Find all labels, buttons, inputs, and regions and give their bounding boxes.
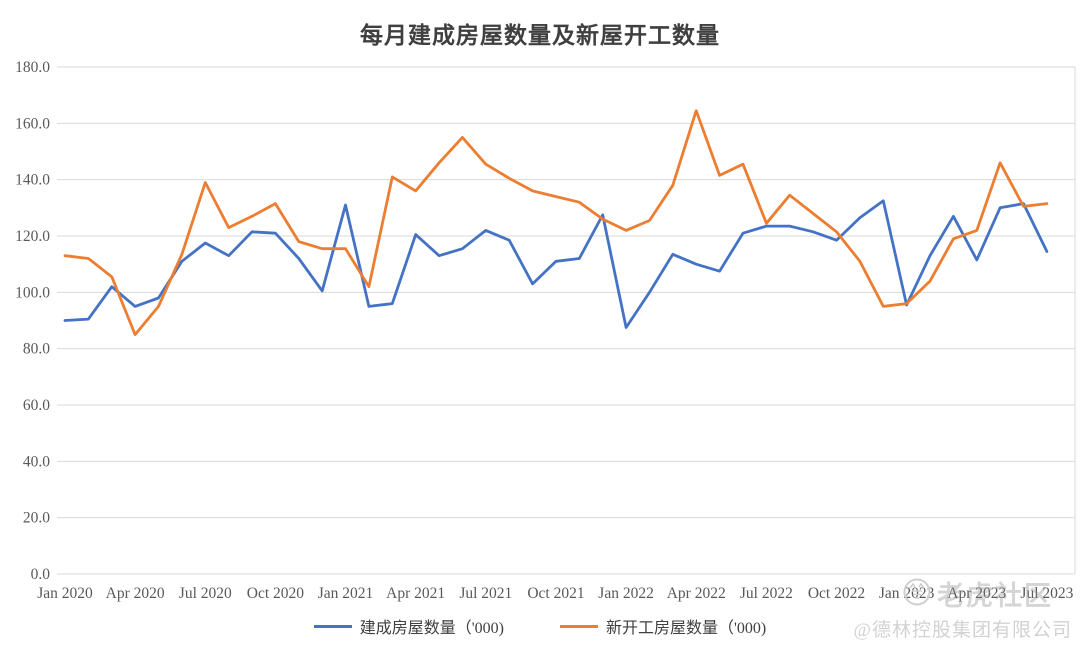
- x-tick-label: Jul 2022: [740, 585, 793, 602]
- starts-line-sample-icon: [560, 624, 598, 628]
- y-tick-label: 160.0: [15, 115, 50, 132]
- y-tick-label: 180.0: [15, 59, 50, 76]
- y-tick-label: 40.0: [23, 453, 50, 470]
- x-tick-label: Jan 2023: [879, 585, 935, 602]
- x-tick-label: Oct 2020: [247, 585, 305, 602]
- x-tick-label: Apr 2020: [106, 585, 165, 602]
- tiger-logo-icon: [903, 578, 931, 606]
- watermark-community: 老虎社区: [937, 581, 1053, 611]
- x-tick-label: Jan 2022: [598, 585, 654, 602]
- legend-label-completions: 建成房屋数量（'000): [359, 620, 504, 637]
- x-tick-label: Apr 2022: [667, 585, 726, 602]
- x-tick-label: Jul 2021: [459, 585, 512, 602]
- chart-title: 每月建成房屋数量及新屋开工数量: [360, 23, 720, 48]
- legend-item-starts: 新开工房屋数量（'000): [560, 614, 766, 638]
- y-tick-label: 100.0: [15, 284, 50, 301]
- x-tick-label: Jan 2020: [37, 585, 93, 602]
- watermark-company: @德林控股集团有限公司: [853, 620, 1072, 641]
- chart-legend: 建成房屋数量（'000) 新开工房屋数量（'000): [0, 614, 1080, 638]
- y-tick-label: 0.0: [31, 566, 51, 583]
- x-tick-label: Oct 2022: [808, 585, 865, 602]
- legend-item-completions: 建成房屋数量（'000): [313, 614, 504, 638]
- y-tick-label: 120.0: [15, 228, 50, 245]
- x-tick-label: Apr 2021: [386, 585, 445, 602]
- x-tick-label: Oct 2021: [527, 585, 584, 602]
- completions-line-sample-icon: [313, 624, 352, 628]
- legend-label-starts: 新开工房屋数量（'000): [606, 620, 767, 637]
- x-tick-label: Apr 2023: [947, 585, 1006, 602]
- x-tick-label: Jul 2020: [179, 585, 232, 602]
- starts-series-line: [63, 109, 1049, 337]
- completions-series-line: [63, 199, 1049, 329]
- x-tick-label: Jan 2021: [318, 585, 374, 602]
- x-tick-label: Jul 2023: [1020, 585, 1073, 602]
- y-tick-label: 60.0: [23, 397, 50, 414]
- y-tick-label: 80.0: [23, 341, 50, 358]
- y-tick-label: 140.0: [15, 172, 50, 189]
- y-tick-label: 20.0: [23, 510, 50, 527]
